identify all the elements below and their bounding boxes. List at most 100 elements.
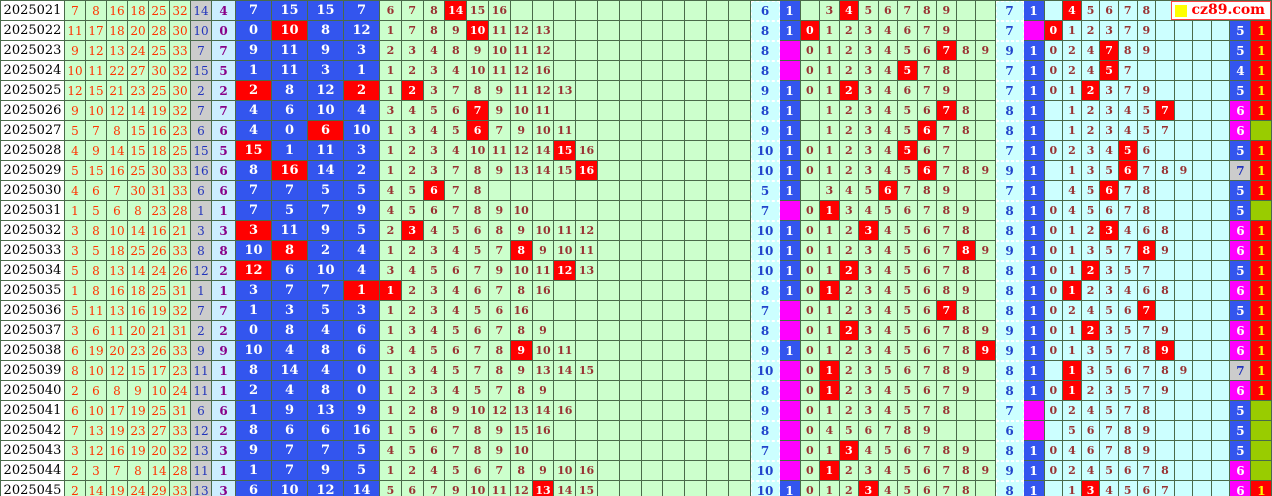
table-row: 2025031 1 5 6 8 23 28 1 1 7 5 7 9 4 5 6 7 8 9 10 7 0 1 3 4 5 6 7 8 9 8…: [1, 201, 1272, 221]
diff-cell: 12: [236, 261, 272, 281]
zone3-number-cell: [1193, 241, 1212, 261]
zone2-number-cell: 2: [839, 161, 860, 181]
red-ball-cell: 3: [65, 221, 86, 241]
zone1-number-cell: [597, 201, 620, 221]
red-ball-cell: 6: [86, 181, 107, 201]
zone1-number-cell: 1: [380, 81, 402, 101]
red-ball-cell: 13: [107, 41, 128, 61]
watermark-link[interactable]: cz89.com: [1171, 1, 1271, 20]
zone1-number-cell: [554, 301, 577, 321]
zone1-number-cell: 5: [467, 381, 489, 401]
blue-ball-cell: 11: [191, 361, 212, 381]
zone1-number-cell: 6: [445, 101, 468, 121]
zone3-count-cell: 6: [1230, 221, 1252, 241]
zone1-number-cell: [706, 281, 729, 301]
zone3-number-cell: 5: [1100, 461, 1119, 481]
zone1-number-cell: 4: [423, 321, 446, 341]
blue-ball-cell: 6: [191, 181, 212, 201]
zone1-number-cell: [597, 241, 620, 261]
zone3-number-cell: [1193, 261, 1212, 281]
red-ball-cell: 9: [65, 101, 86, 121]
zone3-number-cell: 4: [1081, 61, 1101, 81]
zone1-number-cell: [706, 1, 729, 21]
flag2-cell: 1: [1023, 41, 1045, 61]
zone2-number-cell: 2: [839, 361, 860, 381]
zone1-number-cell: 3: [423, 61, 446, 81]
zone1-number-cell: [685, 141, 707, 161]
blue-ball-cell: 8: [191, 241, 212, 261]
zone3-number-cell: [1174, 461, 1194, 481]
zone3-number-cell: 2: [1081, 101, 1101, 121]
flag1-cell: [779, 361, 801, 381]
flag1-cell: 1: [779, 101, 801, 121]
red-ball-cell: 23: [170, 121, 191, 141]
flag1-cell: 1: [779, 141, 801, 161]
diff-cell: 15: [272, 1, 308, 21]
watermark-text: cz89.com: [1191, 2, 1265, 18]
diff-cell: 8: [308, 381, 344, 401]
zone1-number-cell: [619, 41, 642, 61]
period-cell: 2025042: [1, 421, 65, 441]
zone3-number-cell: [1174, 121, 1194, 141]
period-cell: 2025028: [1, 141, 65, 161]
zone1-number-cell: [728, 401, 751, 421]
zone1-number-cell: 5: [445, 221, 468, 241]
zone1-number-cell: [619, 461, 642, 481]
red-ball-cell: 25: [149, 81, 170, 101]
zone1-number-cell: [728, 421, 751, 441]
zone3-number-cell: [1211, 361, 1231, 381]
red-ball-cell: 16: [107, 281, 128, 301]
zone3-count-cell: 6: [1230, 321, 1252, 341]
zone1-number-cell: [706, 101, 729, 121]
zone3-number-cell: 2: [1063, 301, 1082, 321]
zone2-number-cell: 7: [937, 41, 957, 61]
flag2-cell: 1: [1023, 221, 1045, 241]
zone3-zero-cell: [1044, 181, 1064, 201]
zone2-number-cell: 4: [859, 201, 879, 221]
zone1-count-cell: 8: [750, 421, 780, 441]
red-ball-cell: 31: [170, 281, 191, 301]
diff-cell: 4: [272, 381, 308, 401]
diff-cell: 10: [272, 481, 308, 496]
zone1-number-cell: 12: [510, 481, 533, 496]
zone1-number-cell: 12: [532, 81, 555, 101]
zone1-number-cell: 4: [423, 41, 446, 61]
zone1-number-cell: 7: [401, 21, 424, 41]
diff-cell: 9: [308, 221, 344, 241]
zone1-number-cell: 9: [488, 421, 511, 441]
zone1-number-cell: 6: [423, 201, 446, 221]
flag2-cell: 1: [1023, 181, 1045, 201]
zone1-number-cell: [663, 481, 686, 496]
zone1-number-cell: 4: [380, 201, 402, 221]
zone1-number-cell: 9: [488, 201, 511, 221]
zone2-number-cell: 4: [839, 181, 860, 201]
zone3-number-cell: 9: [1137, 41, 1157, 61]
blue-ball-cell: 12: [191, 421, 212, 441]
diff-cell: 13: [308, 401, 344, 421]
zone2-zero-cell: [800, 1, 821, 21]
zone2-number-cell: 2: [839, 101, 860, 121]
zone1-number-cell: [706, 201, 729, 221]
zone1-number-cell: [685, 481, 707, 496]
diff-cell: 4: [344, 261, 380, 281]
zone1-number-cell: 11: [554, 121, 577, 141]
zone2-count-cell: 8: [995, 481, 1024, 496]
zone2-zero-cell: 0: [800, 201, 821, 221]
zone1-number-cell: 11: [488, 61, 511, 81]
zone1-number-cell: 8: [423, 21, 446, 41]
diff-cell: 6: [308, 421, 344, 441]
zone1-number-cell: 3: [423, 81, 446, 101]
zone3-number-cell: 3: [1100, 21, 1119, 41]
zone1-number-cell: [685, 41, 707, 61]
zone3-number-cell: [1156, 301, 1175, 321]
zone3-number-cell: 2: [1063, 41, 1082, 61]
diff-cell: 8: [272, 321, 308, 341]
red-ball-cell: 3: [65, 441, 86, 461]
zone1-number-cell: [706, 301, 729, 321]
zone1-number-cell: 6: [423, 441, 446, 461]
zone2-number-cell: 7: [937, 261, 957, 281]
zone1-number-cell: [641, 61, 664, 81]
zone2-number-cell: [976, 421, 996, 441]
zone2-number-cell: 3: [859, 261, 879, 281]
period-cell: 2025035: [1, 281, 65, 301]
